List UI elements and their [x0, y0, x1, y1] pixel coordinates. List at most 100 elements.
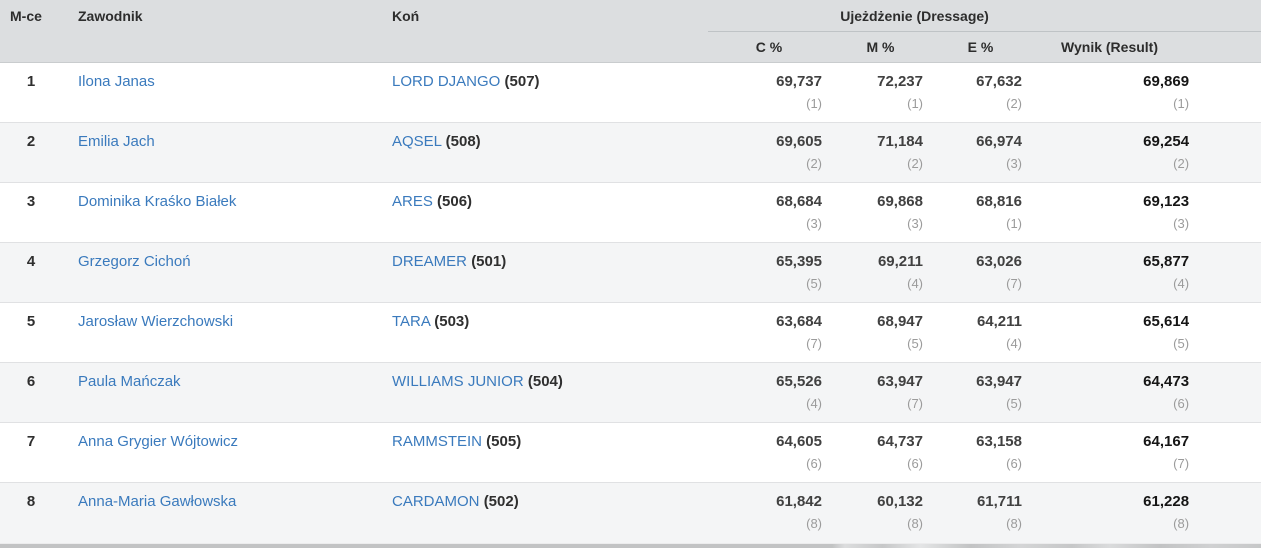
rider-link[interactable]: Grzegorz Cichoń	[78, 253, 191, 270]
rank-judge-e: (8)	[1006, 516, 1022, 531]
next-section-cutoff-strip	[0, 542, 1261, 548]
rank-judge-c: (1)	[806, 96, 822, 111]
table-row: 4 Grzegorz Cichoń DREAMER (501) 65,395 (…	[0, 242, 1261, 303]
horse-link[interactable]: WILLIAMS JUNIOR	[392, 373, 524, 390]
score-judge-c: 61,842	[776, 493, 822, 510]
horse-start-number: (508)	[445, 133, 481, 150]
score-judge-e: 64,211	[976, 313, 1022, 330]
col-header-place: M-ce	[0, 0, 62, 63]
rider-link[interactable]: Dominika Kraśko Białek	[78, 193, 237, 210]
table-header: M-ce Zawodnik Koń Ujeżdżenie (Dressage) …	[0, 0, 1261, 63]
col-header-rider: Zawodnik	[62, 0, 376, 63]
rank-final-result: (1)	[1173, 96, 1190, 111]
table-row: 3 Dominika Kraśko Białek ARES (506) 68,6…	[0, 182, 1261, 243]
rider-link[interactable]: Paula Mańczak	[78, 373, 181, 390]
table-row: 6 Paula Mańczak WILLIAMS JUNIOR (504) 65…	[0, 362, 1261, 423]
rank-judge-e: (6)	[1006, 456, 1022, 471]
score-judge-m: 69,868	[877, 193, 923, 210]
rank-final-result: (2)	[1173, 156, 1190, 171]
table-row: 5 Jarosław Wierzchowski TARA (503) 63,68…	[0, 302, 1261, 363]
horse-link[interactable]: AQSEL	[392, 133, 442, 150]
horse-link[interactable]: DREAMER	[392, 253, 468, 270]
col-header-horse: Koń	[376, 0, 708, 63]
score-judge-c: 65,395	[776, 253, 822, 270]
horse-start-number: (504)	[527, 373, 563, 390]
score-final-result: 64,473	[1143, 373, 1190, 390]
score-judge-e: 63,947	[976, 373, 1022, 390]
score-judge-e: 68,816	[976, 193, 1022, 210]
rank-final-result: (7)	[1173, 456, 1190, 471]
table-body: 1 Ilona Janas LORD DJANGO (507) 69,737 (…	[0, 62, 1261, 543]
rank-judge-c: (2)	[806, 156, 822, 171]
horse-start-number: (503)	[434, 313, 470, 330]
rank-final-result: (5)	[1173, 336, 1190, 351]
horse-link[interactable]: CARDAMON	[392, 493, 480, 510]
rider-link[interactable]: Jarosław Wierzchowski	[78, 313, 234, 330]
col-header-judge-m: M %	[830, 31, 931, 63]
rank-judge-c: (7)	[806, 336, 822, 351]
score-final-result: 69,123	[1143, 193, 1190, 210]
rank-judge-e: (7)	[1006, 276, 1022, 291]
col-header-dressage-group: Ujeżdżenie (Dressage)	[708, 0, 1261, 32]
horse-start-number: (505)	[486, 433, 522, 450]
rider-link[interactable]: Anna Grygier Wójtowicz	[78, 433, 239, 450]
rider-link[interactable]: Emilia Jach	[78, 133, 155, 150]
rank-judge-m: (3)	[907, 216, 923, 231]
horse-link[interactable]: RAMMSTEIN	[392, 433, 482, 450]
place-number: 2	[26, 133, 36, 150]
place-number: 1	[26, 73, 36, 90]
rank-judge-e: (2)	[1006, 96, 1022, 111]
horse-link[interactable]: TARA	[392, 313, 431, 330]
table-row: 7 Anna Grygier Wójtowicz RAMMSTEIN (505)…	[0, 422, 1261, 483]
horse-link[interactable]: ARES	[392, 193, 433, 210]
rank-judge-m: (5)	[907, 336, 923, 351]
table-row: 2 Emilia Jach AQSEL (508) 69,605 (2) 71,…	[0, 122, 1261, 183]
horse-link[interactable]: LORD DJANGO	[392, 73, 501, 90]
col-header-judge-c: C %	[708, 31, 830, 63]
place-number: 6	[26, 373, 36, 390]
score-judge-e: 61,711	[976, 493, 1022, 510]
col-header-judge-e: E %	[931, 31, 1030, 63]
rider-link[interactable]: Ilona Janas	[78, 73, 155, 90]
score-judge-c: 69,737	[776, 73, 822, 90]
rank-judge-m: (7)	[907, 396, 923, 411]
score-judge-m: 72,237	[877, 73, 923, 90]
rank-final-result: (6)	[1173, 396, 1190, 411]
score-judge-c: 68,684	[776, 193, 822, 210]
score-judge-c: 63,684	[776, 313, 822, 330]
place-number: 3	[26, 193, 36, 210]
score-judge-c: 65,526	[776, 373, 822, 390]
rank-judge-m: (4)	[907, 276, 923, 291]
score-final-result: 69,254	[1143, 133, 1190, 150]
place-number: 8	[26, 493, 36, 510]
rank-judge-m: (6)	[907, 456, 923, 471]
score-judge-m: 71,184	[877, 133, 923, 150]
score-final-result: 61,228	[1143, 493, 1190, 510]
rank-judge-m: (2)	[907, 156, 923, 171]
horse-start-number: (506)	[437, 193, 473, 210]
col-header-result: Wynik (Result)	[1030, 31, 1261, 63]
score-judge-e: 63,158	[976, 433, 1022, 450]
score-judge-e: 66,974	[976, 133, 1022, 150]
score-final-result: 69,869	[1143, 73, 1190, 90]
rank-judge-c: (8)	[806, 516, 822, 531]
score-final-result: 65,614	[1143, 313, 1190, 330]
score-judge-m: 68,947	[877, 313, 923, 330]
score-final-result: 64,167	[1143, 433, 1190, 450]
horse-start-number: (502)	[483, 493, 519, 510]
rank-judge-e: (4)	[1006, 336, 1022, 351]
score-judge-m: 60,132	[877, 493, 923, 510]
score-judge-c: 64,605	[776, 433, 822, 450]
score-judge-e: 67,632	[976, 73, 1022, 90]
score-judge-m: 69,211	[877, 253, 923, 270]
table-row: 1 Ilona Janas LORD DJANGO (507) 69,737 (…	[0, 62, 1261, 123]
rank-final-result: (4)	[1173, 276, 1190, 291]
rank-final-result: (8)	[1173, 516, 1190, 531]
horse-start-number: (507)	[504, 73, 540, 90]
rank-judge-m: (1)	[907, 96, 923, 111]
place-number: 5	[26, 313, 36, 330]
rank-judge-e: (3)	[1006, 156, 1022, 171]
rider-link[interactable]: Anna-Maria Gawłowska	[78, 493, 237, 510]
